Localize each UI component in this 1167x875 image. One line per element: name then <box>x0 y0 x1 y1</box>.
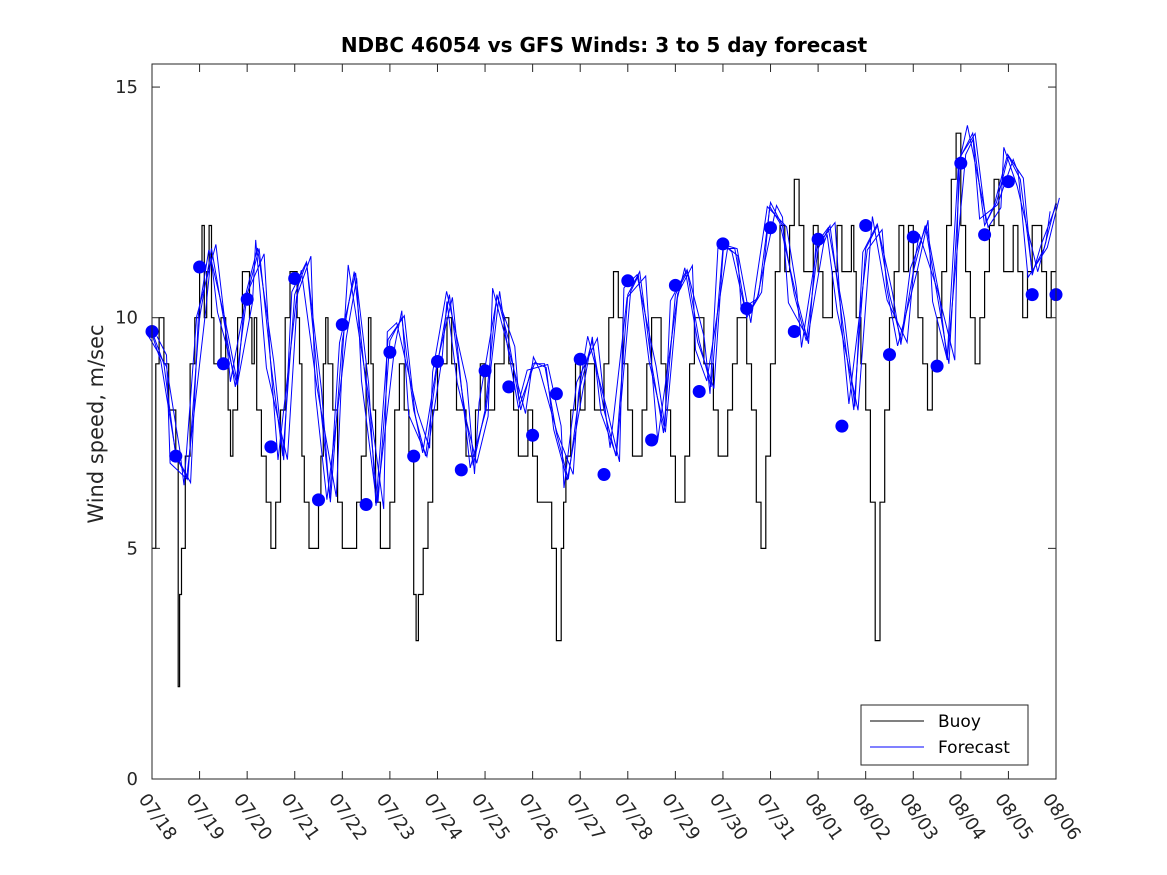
forecast-point <box>668 278 682 292</box>
forecast-point <box>573 352 587 366</box>
forecast-point <box>692 385 706 398</box>
forecast-point <box>431 355 444 368</box>
forecast-point <box>549 387 563 401</box>
forecast-point <box>621 274 635 288</box>
forecast-point <box>787 325 801 338</box>
forecast-point <box>859 219 873 232</box>
forecast-point <box>264 440 278 454</box>
forecast-point <box>335 318 349 332</box>
forecast-point <box>597 468 611 481</box>
forecast-point <box>906 230 920 244</box>
y-tick-label: 10 <box>115 308 138 329</box>
forecast-point <box>478 364 492 378</box>
forecast-point <box>383 345 397 359</box>
forecast-point <box>288 272 302 285</box>
legend: Buoy Forecast <box>860 704 1029 766</box>
forecast-point <box>359 498 373 511</box>
forecast-series-line-4 <box>151 132 1058 506</box>
forecast-point <box>169 449 183 463</box>
legend-buoy-label: Buoy <box>938 712 981 732</box>
legend-box <box>860 704 1029 766</box>
forecast-point <box>240 292 254 306</box>
buoy-series-line <box>152 132 1056 688</box>
forecast-point <box>1025 288 1039 302</box>
forecast-point <box>883 348 896 362</box>
y-tick-label: 0 <box>127 769 138 790</box>
forecast-point <box>764 221 777 235</box>
forecast-point <box>811 232 825 246</box>
chart-title: NDBC 46054 vs GFS Winds: 3 to 5 day fore… <box>341 33 868 57</box>
legend-forecast-label: Forecast <box>938 738 1010 758</box>
forecast-point <box>502 380 516 394</box>
forecast-point <box>1001 175 1015 189</box>
forecast-point <box>526 428 540 442</box>
forecast-point <box>740 302 754 315</box>
forecast-point <box>645 433 659 447</box>
forecast-point <box>978 228 992 242</box>
plot-area <box>145 125 1063 688</box>
y-tick-label: 15 <box>115 77 138 98</box>
forecast-point <box>312 493 325 507</box>
forecast-point <box>454 463 468 477</box>
axes-frame <box>151 63 1057 780</box>
forecast-point <box>216 357 230 371</box>
y-axis-label: Wind speed, m/sec <box>84 324 108 523</box>
forecast-point <box>716 237 730 251</box>
forecast-point <box>407 449 421 463</box>
forecast-point <box>835 419 849 433</box>
y-tick-label: 5 <box>127 538 138 559</box>
forecast-point <box>954 156 968 170</box>
forecast-point <box>930 359 944 373</box>
forecast-point <box>193 260 207 274</box>
